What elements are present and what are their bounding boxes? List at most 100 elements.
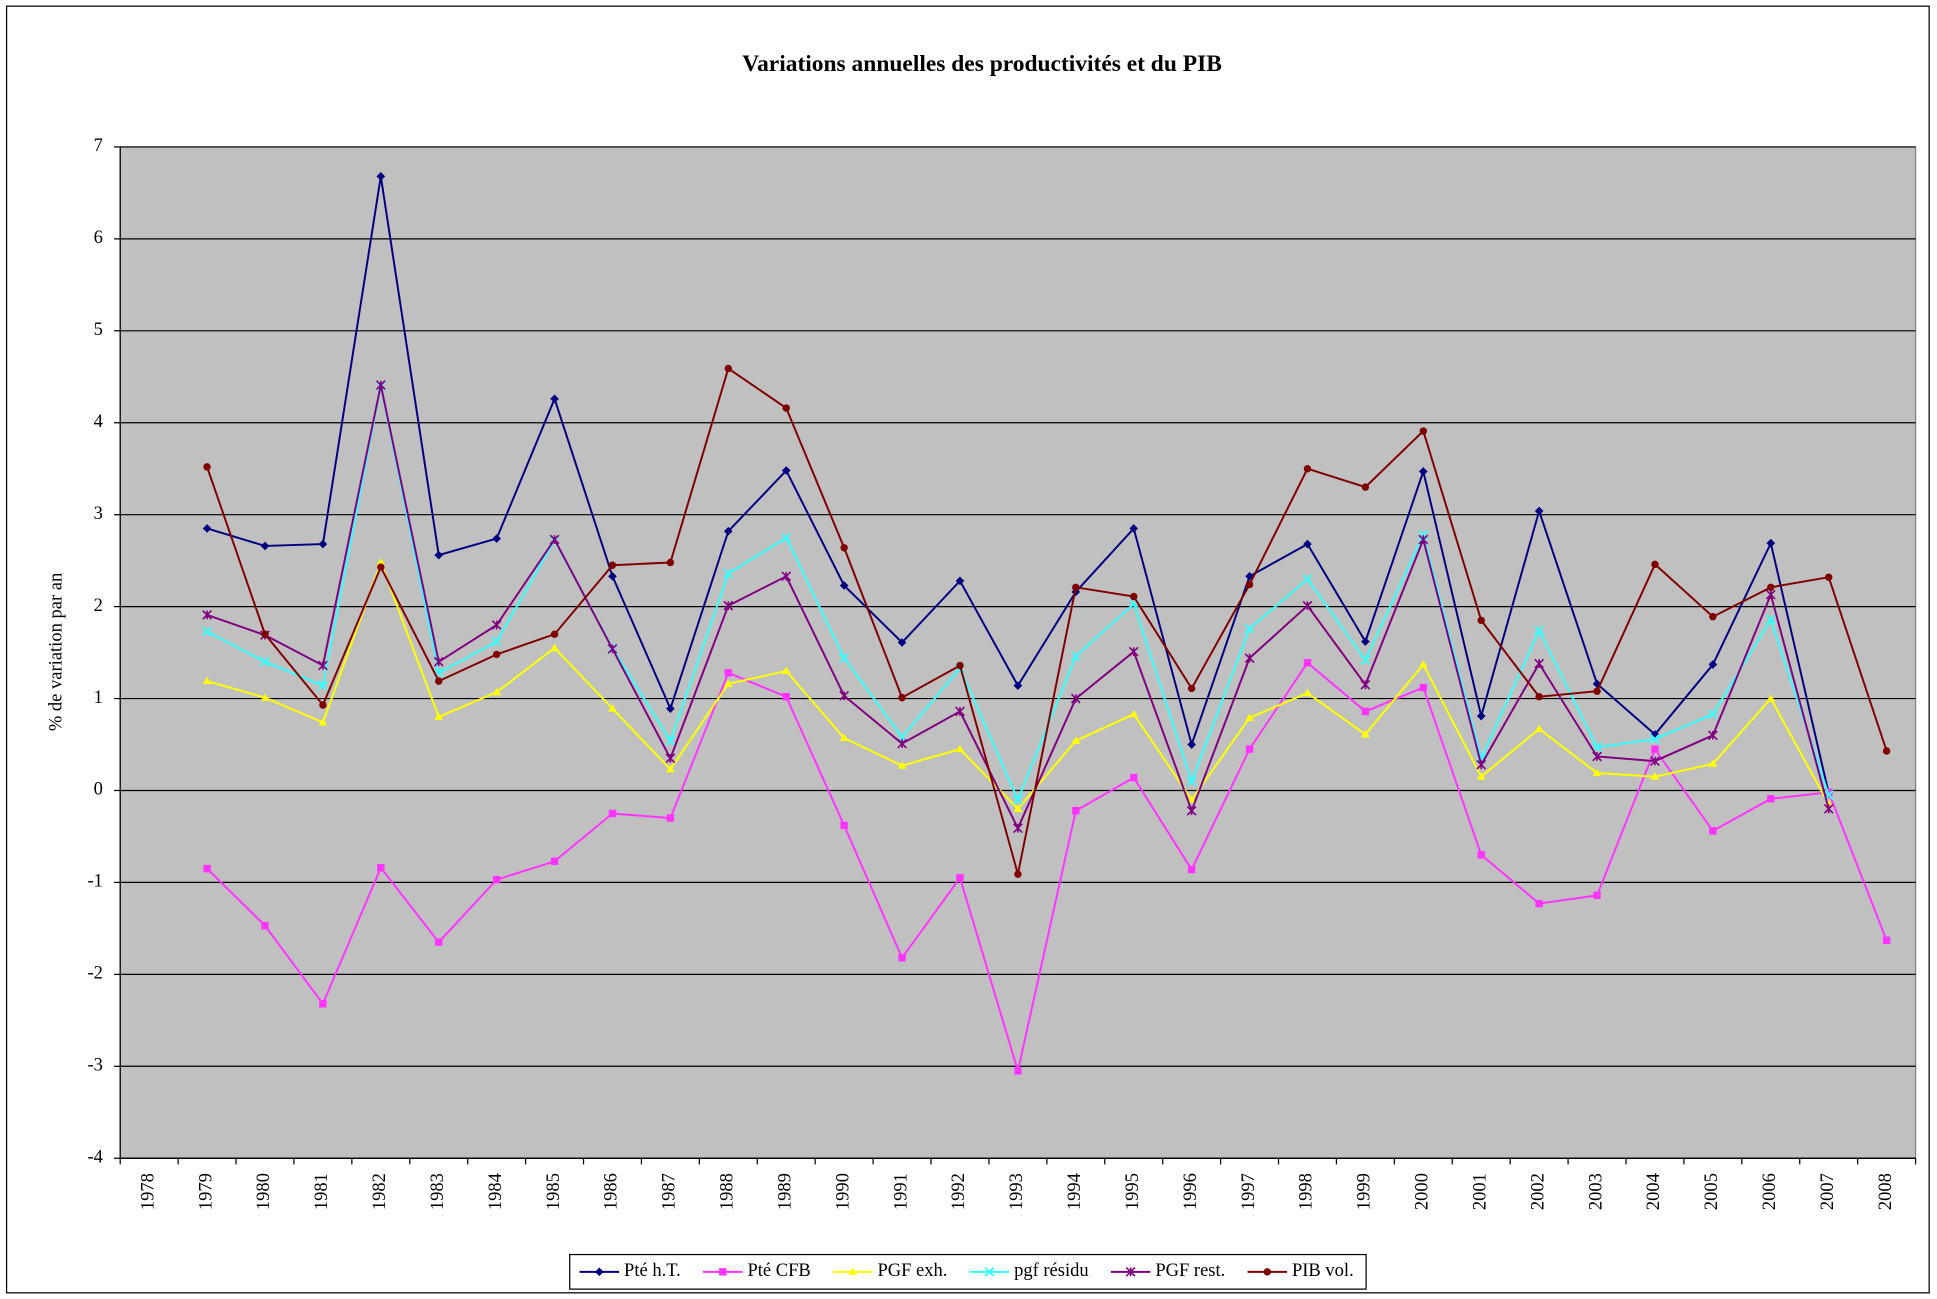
marker xyxy=(1708,759,1718,767)
legend-label: Pté h.T. xyxy=(624,1260,681,1281)
marker xyxy=(1130,592,1138,601)
y-tick-label: -1 xyxy=(87,871,102,892)
marker xyxy=(839,690,850,701)
marker xyxy=(1882,747,1891,755)
marker xyxy=(318,718,328,726)
y-tick-label: 4 xyxy=(94,411,103,432)
x-tick-label: 1991 xyxy=(890,1173,911,1210)
marker xyxy=(1419,683,1428,692)
marker xyxy=(608,561,617,569)
marker xyxy=(723,679,733,687)
legend-label: PGF exh. xyxy=(877,1260,947,1281)
marker xyxy=(1187,865,1196,874)
x-tick-label: 1997 xyxy=(1238,1173,1259,1210)
marker xyxy=(261,630,269,638)
x-tick-label: 2004 xyxy=(1643,1173,1664,1210)
marker xyxy=(433,656,444,667)
marker xyxy=(203,463,211,471)
marker xyxy=(1825,573,1833,581)
marker xyxy=(666,814,675,822)
marker xyxy=(1707,709,1718,720)
marker xyxy=(1125,1266,1136,1277)
x-tick-label: 2007 xyxy=(1817,1173,1838,1210)
marker xyxy=(1244,653,1255,663)
chart-title: Variations annuelles des productivités e… xyxy=(742,51,1222,77)
x-tick-label: 1996 xyxy=(1180,1173,1201,1210)
legend-label: pgf résidu xyxy=(1014,1260,1089,1281)
marker xyxy=(1418,467,1428,476)
marker xyxy=(782,404,790,412)
marker xyxy=(1245,713,1254,721)
marker xyxy=(1129,524,1139,533)
x-tick-label: 1982 xyxy=(369,1173,390,1210)
marker xyxy=(897,638,907,647)
marker xyxy=(1593,891,1601,900)
x-tick-label: 2003 xyxy=(1585,1173,1606,1210)
x-tick-label: 2006 xyxy=(1759,1173,1780,1210)
grid: -4 -3 -2 -1 0 1 2 3 4 5 6 7 1978 1979 1980 1981 1982 1983… xyxy=(87,135,1917,1210)
x-tick-label: 1992 xyxy=(948,1173,969,1210)
y-tick-label: 2 xyxy=(94,595,103,616)
x-tick-label: 1988 xyxy=(717,1173,738,1210)
marker xyxy=(984,1266,995,1277)
marker xyxy=(666,765,675,773)
marker xyxy=(1187,740,1196,749)
marker xyxy=(1013,823,1023,834)
marker xyxy=(1303,539,1312,549)
legend-box xyxy=(569,1253,1367,1290)
marker xyxy=(1649,734,1660,744)
marker xyxy=(1361,637,1370,646)
marker xyxy=(839,653,850,664)
marker xyxy=(898,954,906,962)
marker xyxy=(1418,660,1428,668)
marker xyxy=(549,534,560,545)
marker xyxy=(724,669,733,677)
x-tick-label: 1990 xyxy=(832,1173,853,1210)
y-tick-label: -4 xyxy=(87,1146,102,1167)
x-tick-label: 1995 xyxy=(1122,1173,1143,1210)
marker xyxy=(1072,583,1080,592)
marker xyxy=(839,581,849,590)
marker xyxy=(1361,483,1370,491)
marker xyxy=(319,1000,327,1008)
series-layer xyxy=(202,172,1891,1075)
marker xyxy=(377,563,385,571)
marker xyxy=(261,921,269,930)
marker xyxy=(434,550,444,560)
marker xyxy=(550,630,559,638)
marker xyxy=(203,864,211,873)
x-tick-label: 1994 xyxy=(1064,1173,1085,1210)
marker xyxy=(1534,625,1545,636)
marker xyxy=(1766,538,1776,548)
marker xyxy=(665,753,676,764)
marker xyxy=(1709,827,1717,835)
marker xyxy=(1072,807,1080,815)
marker xyxy=(956,661,964,670)
legend-item: pgf résidu xyxy=(969,1260,1089,1281)
marker xyxy=(723,526,733,536)
marker xyxy=(202,676,212,685)
marker xyxy=(491,636,502,647)
marker xyxy=(550,857,559,865)
marker xyxy=(955,744,965,753)
x-tick-label: 1978 xyxy=(137,1173,158,1210)
marker xyxy=(260,693,270,701)
legend-label: Pté CFB xyxy=(747,1260,810,1281)
marker xyxy=(848,1267,858,1275)
marker xyxy=(1476,711,1486,721)
marker xyxy=(1187,684,1196,693)
legend-item: PIB vol. xyxy=(1247,1260,1354,1281)
x-tick-label: 1985 xyxy=(543,1173,564,1210)
marker xyxy=(607,644,618,654)
x-tick-label: 1981 xyxy=(311,1173,332,1210)
marker xyxy=(1361,707,1370,716)
marker xyxy=(781,532,792,543)
marker xyxy=(1360,654,1371,665)
marker xyxy=(608,809,617,818)
marker xyxy=(376,558,386,566)
legend: Pté h.T. Pté CFB PGF exh. pgf résidu PGF res… xyxy=(569,1253,1367,1290)
marker xyxy=(260,656,270,667)
marker xyxy=(202,524,212,533)
marker xyxy=(1882,936,1891,945)
